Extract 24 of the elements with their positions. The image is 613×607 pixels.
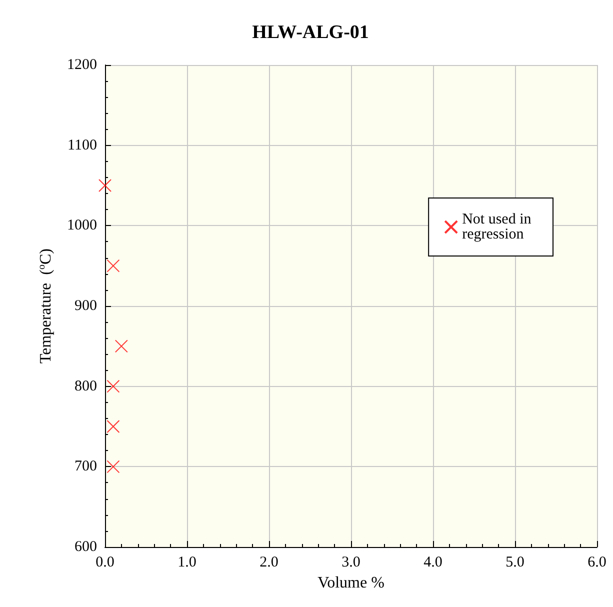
x-tick-label: 5.0 — [506, 554, 524, 570]
x-tick-label: 0.0 — [96, 554, 114, 570]
point — [106, 380, 120, 393]
point — [106, 259, 120, 272]
y-tick-label: 800 — [74, 378, 97, 394]
x-tick-label: 1.0 — [178, 554, 196, 570]
point — [106, 460, 120, 474]
chart-title: HLW-ALG-01 — [252, 22, 369, 43]
y-tick-label: 1000 — [67, 218, 97, 234]
legend-label: Not used in regression — [462, 212, 536, 242]
point — [106, 420, 120, 433]
x-axis-title: Volume % — [318, 574, 384, 592]
point — [98, 179, 112, 192]
y-tick-label: 900 — [74, 298, 97, 314]
y-tick-label: 1200 — [67, 57, 97, 73]
y-axis-title: Temperature (oC) — [36, 248, 54, 364]
x-tick-label: 6.0 — [588, 554, 606, 570]
y-tick-label: 1100 — [68, 137, 97, 154]
y-tick-label: 700 — [74, 458, 97, 475]
y-tick-label: 600 — [74, 539, 97, 555]
x-tick-label: 2.0 — [260, 554, 278, 570]
x-tick-label: 4.0 — [424, 554, 442, 570]
point — [114, 340, 128, 353]
x-tick-label: 3.0 — [342, 554, 360, 570]
